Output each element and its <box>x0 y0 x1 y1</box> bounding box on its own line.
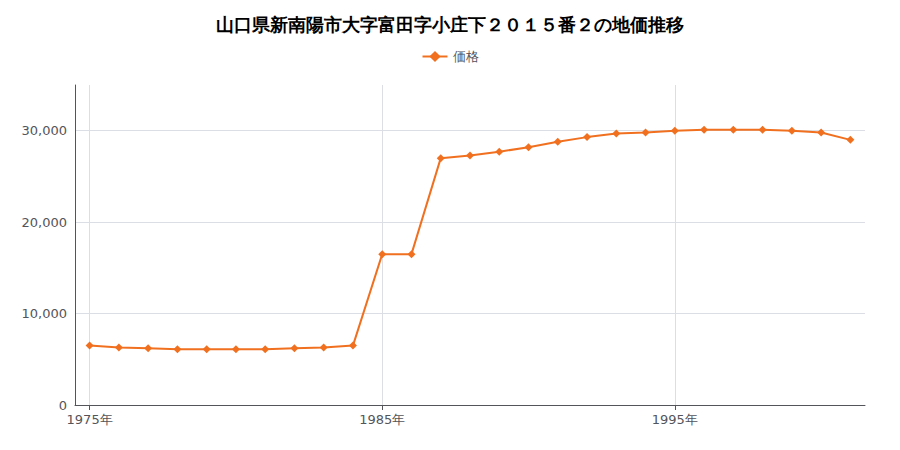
svg-text:0: 0 <box>59 398 67 413</box>
svg-text:山口県新南陽市大字富田字小庄下２０１５番２の地価推移: 山口県新南陽市大字富田字小庄下２０１５番２の地価推移 <box>216 14 684 35</box>
svg-text:1995年: 1995年 <box>652 412 698 427</box>
svg-text:1985年: 1985年 <box>359 412 405 427</box>
svg-text:1975年: 1975年 <box>67 412 113 427</box>
svg-text:10,000: 10,000 <box>22 306 68 321</box>
svg-text:20,000: 20,000 <box>22 215 68 230</box>
svg-text:30,000: 30,000 <box>22 123 68 138</box>
svg-text:価格: 価格 <box>453 49 479 64</box>
